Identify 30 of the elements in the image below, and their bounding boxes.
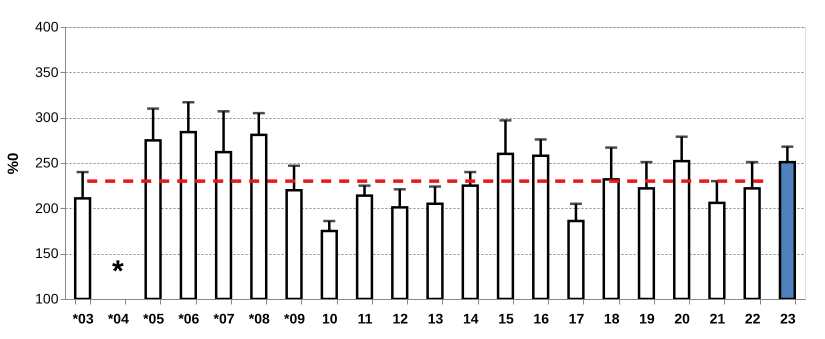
- x-tick-label: *04: [108, 310, 130, 326]
- x-tick-label: 19: [639, 310, 655, 326]
- x-tick-label: 10: [322, 310, 338, 326]
- y-tick-label: 100: [35, 290, 59, 306]
- x-tick-label: *09: [284, 310, 306, 326]
- x-tick-label: 22: [744, 310, 761, 326]
- y-tick-label: 250: [35, 154, 59, 170]
- x-tick-label: *08: [248, 310, 270, 326]
- annotation: *: [112, 254, 124, 288]
- x-tick-label: 21: [710, 310, 726, 326]
- x-tick-label: 23: [780, 310, 796, 326]
- y-tick-label: 200: [35, 200, 59, 216]
- x-tick-label: *06: [178, 310, 200, 326]
- x-tick-label: 15: [498, 310, 514, 326]
- x-tick-label: 12: [392, 310, 408, 326]
- x-tick-label: 20: [674, 310, 690, 326]
- x-tick-label: 13: [428, 310, 444, 326]
- y-tick-label: 350: [35, 64, 59, 80]
- x-tick-label: *07: [214, 310, 235, 326]
- x-tick-label: 14: [462, 310, 479, 326]
- y-tick-label: 150: [35, 245, 59, 262]
- y-tick-label: 300: [35, 109, 59, 126]
- x-tick-label: 16: [533, 310, 550, 326]
- y-axis-title: %0: [5, 152, 22, 174]
- x-tick-label: 11: [358, 310, 373, 326]
- x-tick-label: 18: [604, 310, 620, 326]
- x-tick-label: *05: [143, 310, 164, 326]
- y-tick-label: 400: [35, 18, 59, 34]
- x-tick-label: 17: [568, 310, 584, 326]
- x-tick-label: *03: [72, 310, 94, 326]
